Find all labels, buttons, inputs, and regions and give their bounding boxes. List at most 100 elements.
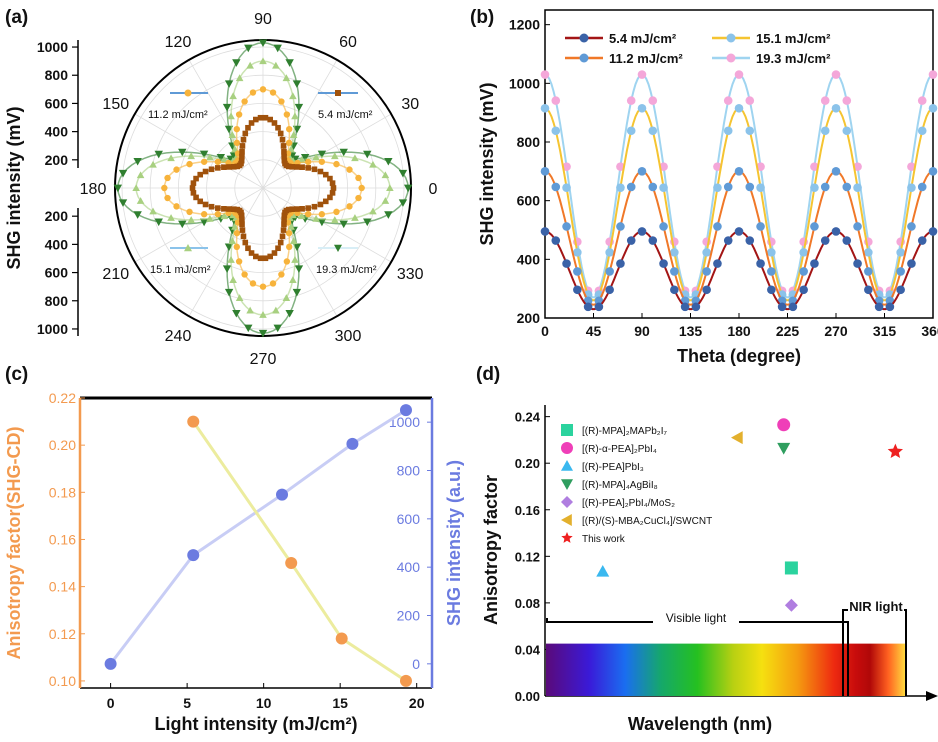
spectrum-bar [546,643,906,696]
data-point [626,182,636,192]
series-line [544,230,934,311]
data-point-shg [399,404,412,417]
polar-data-point [294,265,304,273]
polar-data-point [275,245,281,252]
y-axis-label-right: SHG intensity (a.u.) [444,460,464,626]
polar-data-point [267,116,273,123]
polar-data-point [133,211,142,219]
polar-data-point [167,214,175,221]
data-point [734,103,744,113]
polar-data-point [273,44,282,53]
polar-data-point [283,111,291,118]
polar-data-point [272,306,280,314]
polar-data-point [248,250,255,256]
polar-data-point [190,180,197,186]
data-point [756,222,765,231]
polar-data-point [275,124,281,131]
polar-data-point [280,143,287,149]
polar-data-point [381,171,390,179]
data-point [670,285,679,295]
data-point [917,236,927,245]
polar-data-point [267,253,273,260]
polar-data-point [259,86,267,93]
polar-data-point [113,184,123,193]
x-tick-label: 180 [727,323,751,339]
data-point [723,96,733,105]
polar-data-point [398,169,408,178]
polar-data-point [199,150,209,159]
series-line [544,107,934,302]
legend-label: [(R)-PEA]PbI₃ [582,462,644,473]
polar-angle-label: 180 [80,181,107,198]
polar-data-point [249,89,257,96]
polar-data-point [317,201,324,208]
polar-data-point [384,211,393,219]
data-point-shg [276,488,289,501]
data-point [680,296,690,306]
legend-marker [726,53,736,63]
polar-legend-label: 15.1 mJ/cm² [150,264,211,276]
data-point [928,167,938,176]
polar-data-point [282,160,288,167]
polar-data-point [257,114,264,121]
polar-data-point [227,255,235,263]
polar-data-point [242,239,249,246]
polar-data-point [229,276,237,283]
panel-label-a: (a) [5,7,28,28]
x-tick-label: 10 [256,695,272,711]
polar-data-point [386,184,394,192]
polar-data-point [291,255,299,263]
polar-data-point [239,148,245,155]
polar-data-point [202,201,209,208]
data-point [616,162,625,171]
polar-data-point [363,218,372,227]
polar-data-point [327,194,333,201]
legend-marker [561,496,573,508]
polar-angle-label: 270 [250,351,277,368]
polar-data-point [228,237,237,245]
data-point [842,96,852,105]
polar-data-point [214,158,222,166]
legend-label: [(R)-α-PEA]₂PbI₄ [582,444,657,455]
polar-data-point [193,175,199,182]
polar-data-point [282,294,291,301]
polar-data-point [206,214,214,222]
data-point [713,222,722,231]
data-point [788,296,798,306]
legend-marker [561,479,573,490]
visible-label-bg [653,608,739,628]
polar-angle-label: 330 [397,266,424,283]
polar-angle-label: 210 [102,266,129,283]
polar-data-point [299,164,305,170]
polar-data-point [292,288,302,297]
polar-data-point [167,154,175,162]
data-point [540,167,550,176]
data-point [670,248,679,257]
panel-label-c: (c) [5,364,28,385]
y-tick-label: 1200 [509,17,540,33]
y-tick-label-right: 0 [412,656,420,672]
polar-data-point [189,185,196,191]
polar-data-point [285,229,293,237]
data-point [540,227,550,236]
polar-data-point [403,184,413,193]
y-tick-label: 0.16 [515,503,540,518]
legend-label: This work [582,534,626,545]
data-point [659,259,668,268]
polar-data-point [300,154,310,162]
data-point [810,222,819,231]
polar-angle-label: 90 [254,11,272,28]
polar-data-point [358,184,365,192]
data-point [853,183,862,192]
data-point [767,285,776,295]
polar-data-point [285,206,292,213]
data-point [573,285,582,295]
data-point [928,103,938,113]
y-tick-label: 1000 [509,75,540,91]
polar-data-point [329,180,336,186]
legend-marker [726,33,736,43]
data-point [777,442,791,455]
data-point [745,96,755,105]
data-point [799,285,808,295]
data-point [874,302,884,312]
